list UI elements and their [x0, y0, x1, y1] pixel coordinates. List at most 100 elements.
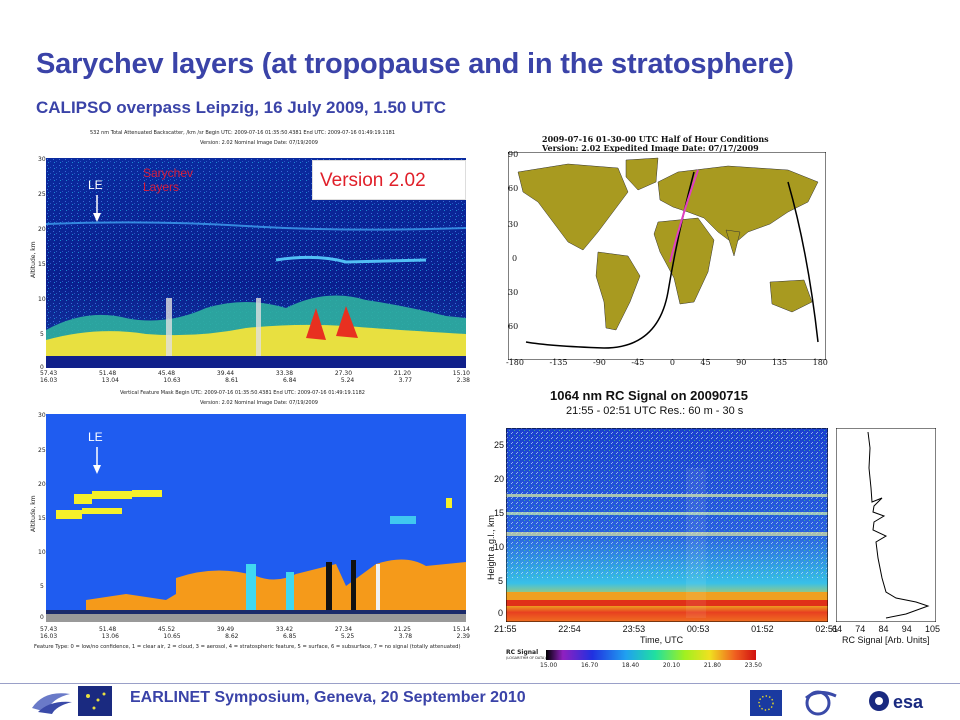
- rc-profile-axis-label: RC Signal [Arb. Units]: [842, 635, 930, 645]
- map-lat-tick: 0: [512, 254, 518, 263]
- rc-cbar-tick: 21.80: [703, 662, 721, 669]
- vfm-lon-tick: 10.65: [163, 633, 181, 640]
- vfm-lat-tick: 27.34: [334, 626, 353, 633]
- bs-lat-tick: 33.38: [275, 370, 294, 377]
- vfm-lat-ticks: 57.43 51.48 45.52 39.49 33.42 27.34 21.2…: [40, 626, 470, 633]
- rc-x-ticks: 21:55 22:54 23:53 00:53 01:52 02:51: [494, 624, 838, 634]
- fp6-logo-icon: [805, 690, 837, 716]
- bs-lon-tick: 8.61: [225, 377, 239, 384]
- vfm-lon-tick: 3.78: [398, 633, 413, 640]
- rc-y-tick: 0: [498, 608, 504, 618]
- vfm-lat-tick: 21.25: [393, 626, 411, 633]
- bs-lat-tick: 57.43: [40, 370, 58, 377]
- rc-y-tick: 5: [498, 576, 504, 586]
- rc-profile-tick: 74: [855, 624, 866, 634]
- rc-profile-tick: 84: [878, 624, 889, 634]
- vfm-lat-tick: 51.48: [98, 626, 117, 633]
- rc-x-tick: 00:53: [686, 624, 710, 634]
- rc-cbar-title: RC Signal: [506, 649, 539, 656]
- rc-y-tick: 25: [494, 440, 505, 450]
- rc-profile-ticks: 64 74 84 94 105: [832, 624, 940, 634]
- map-lat-tick: 30: [508, 288, 519, 297]
- rc-subtitle: 21:55 - 02:51 UTC Res.: 60 m - 30 s: [566, 405, 744, 417]
- sarychev-label-line: Layers: [143, 180, 180, 194]
- rc-profile-tick: 105: [924, 624, 940, 634]
- vfm-lat-tick: 15.14: [452, 626, 470, 633]
- vfm-y-tick: 30: [38, 412, 46, 419]
- rc-cbar-ticks: 15.00 16.70 18.40 20.10 21.80 23.50: [540, 662, 762, 669]
- rc-cbar-subtitle: (LOGARITHM OF DATA): [506, 656, 546, 660]
- map-lon-tick: -45: [631, 358, 645, 367]
- vfm-lon-ticks: 16.03 13.06 10.65 8.62 6.85 5.25 3.78 2.…: [40, 633, 470, 640]
- bs-lon-tick: 10.63: [163, 377, 181, 384]
- vfm-legend: Feature Type: 0 = low/no confidence, 1 =…: [34, 644, 461, 650]
- map-lon-tick: 0: [669, 358, 675, 367]
- vfm-y-tick: 20: [38, 481, 46, 488]
- vfm-lon-tick: 8.62: [225, 633, 239, 640]
- sarychev-label-line: Sarychev: [143, 166, 194, 180]
- vfm-le-arrow-icon: [93, 447, 101, 474]
- bs-lat-tick: 15.10: [452, 370, 470, 377]
- version-box: [312, 160, 466, 200]
- bs-lat-tick: 39.44: [216, 370, 235, 377]
- vfm-image: [46, 414, 466, 622]
- backscatter-header: 532 nm Total Attenuated Backscatter, /km…: [90, 130, 396, 136]
- map-lon-tick: 90: [736, 358, 747, 367]
- vfm-y-tick: 10: [38, 549, 46, 556]
- ift-logo-icon: [32, 693, 72, 714]
- map-lon-tick: 45: [700, 358, 711, 367]
- backscatter-image: [46, 158, 466, 368]
- rc-profile-tick: 94: [901, 624, 912, 634]
- rc-profile-plot: [836, 428, 936, 622]
- bs-le-label: LE: [88, 178, 103, 192]
- footer-divider: [0, 683, 960, 684]
- map-lon-tick: 180: [812, 358, 828, 367]
- rc-colorbar: [546, 650, 756, 660]
- map-lat-tick: 60: [508, 322, 519, 331]
- bs-y-tick: 10: [38, 296, 46, 303]
- backscatter-version-line: Version: 2.02 Nominal Image Date: 07/19/…: [200, 140, 318, 146]
- bs-y-tick: 5: [40, 331, 44, 338]
- rc-profile-tick: 64: [832, 624, 843, 634]
- vfm-lat-tick: 45.52: [157, 626, 176, 633]
- rc-quicklook-image: [506, 428, 828, 622]
- map-panel: 2009-07-16 01-30-00 UTC Half of Hour Con…: [502, 132, 832, 372]
- map-lat-tick: 30: [508, 220, 519, 229]
- bs-le-arrow-icon: [93, 195, 101, 222]
- bs-y-tick: 25: [38, 191, 46, 198]
- map-lon-ticks: -180 -135 -90 -45 0 45 90 135 180: [506, 358, 828, 367]
- vfm-lon-tick: 6.85: [282, 633, 297, 640]
- bs-lon-tick: 13.04: [101, 377, 119, 384]
- earlinet-logo-icon: [78, 686, 112, 716]
- eu-flag-icon: [750, 690, 782, 716]
- rc-y-tick: 20: [494, 474, 505, 484]
- rc-x-tick: 01:52: [751, 624, 774, 634]
- rc-x-axis-label: Time, UTC: [640, 635, 684, 645]
- footer-text: EARLINET Symposium, Geneva, 20 September…: [130, 689, 526, 706]
- bs-lon-tick: 3.77: [398, 377, 413, 384]
- map-lat-tick: 90: [508, 150, 519, 159]
- rc-x-tick: 22:54: [558, 624, 581, 634]
- map-header: 2009-07-16 01-30-00 UTC Half of Hour Con…: [542, 134, 769, 144]
- bs-y-axis-title: Altitude, km: [30, 241, 37, 278]
- vfm-y-tick: 25: [38, 447, 46, 454]
- rc-cbar-tick: 20.10: [662, 662, 681, 669]
- rc-x-tick: 02:51: [815, 624, 838, 634]
- vfm-lon-tick: 16.03: [40, 633, 58, 640]
- vfm-y-tick: 0: [40, 614, 44, 621]
- bs-lon-tick: 6.84: [282, 377, 297, 384]
- map-lon-tick: -180: [506, 358, 524, 367]
- bs-lat-tick: 45.48: [157, 370, 176, 377]
- vfm-header: Vertical Feature Mask Begin UTC: 2009-07…: [120, 390, 365, 396]
- vfm-lat-tick: 33.42: [275, 626, 294, 633]
- bs-lon-tick: 16.03: [40, 377, 58, 384]
- map-lon-tick: 135: [771, 358, 788, 367]
- rc-x-tick: 21:55: [494, 624, 517, 634]
- vfm-y-tick: 5: [40, 583, 44, 590]
- sarychev-layers-label: Sarychev Layers: [143, 166, 213, 194]
- map-lon-tick: -90: [593, 358, 606, 367]
- rc-y-tick: 15: [494, 508, 505, 518]
- vfm-version-line: Version: 2.02 Nominal Image Date: 07/19/…: [200, 400, 318, 406]
- version-label: Version 2.02: [320, 170, 426, 191]
- vfm-y-axis-title: Altitude, km: [30, 495, 37, 532]
